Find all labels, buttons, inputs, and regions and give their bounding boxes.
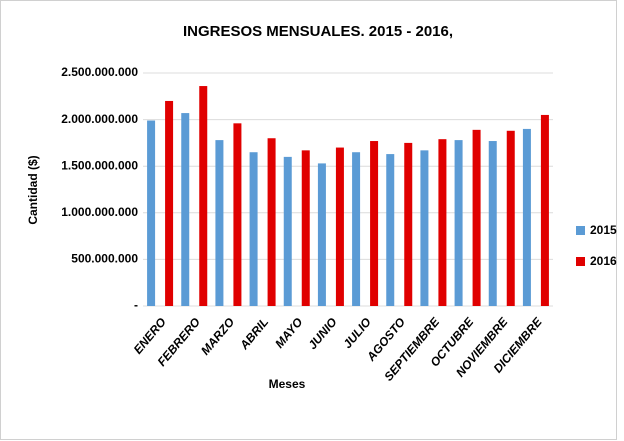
bar <box>540 114 549 306</box>
bar <box>267 138 276 306</box>
legend-swatch <box>576 226 585 235</box>
bar <box>301 150 310 306</box>
bar <box>335 147 344 306</box>
bar <box>472 129 481 306</box>
y-axis-title: Cantidad ($) <box>26 155 40 224</box>
bar <box>386 154 395 306</box>
y-tick-label: 1.500.000.000 <box>61 158 138 172</box>
bar <box>165 100 174 307</box>
bar <box>370 141 379 306</box>
bar <box>454 140 463 306</box>
bar <box>522 128 531 306</box>
bar <box>249 152 258 306</box>
bar <box>420 150 429 306</box>
bar <box>506 130 515 306</box>
chart-title: INGRESOS MENSUALES. 2015 - 2016, <box>183 23 453 40</box>
bar <box>352 152 361 306</box>
x-axis-title: Meses <box>269 377 306 391</box>
bar <box>181 113 190 307</box>
bar <box>488 141 497 306</box>
legend-label: 2016 <box>590 254 617 268</box>
bar <box>317 163 326 306</box>
y-tick-label: 1.000.000.000 <box>61 205 138 219</box>
bar <box>283 156 292 306</box>
y-tick-label: 500.000.000 <box>71 252 138 266</box>
bar <box>199 86 208 306</box>
y-tick-label: 2.500.000.000 <box>61 65 138 79</box>
legend-label: 2015 <box>590 223 617 237</box>
bar <box>215 140 224 306</box>
bar <box>233 123 242 306</box>
legend-swatch <box>576 257 585 266</box>
bar <box>404 142 413 306</box>
bar <box>147 120 156 306</box>
y-tick-label: - <box>134 298 138 312</box>
bar <box>438 139 447 306</box>
y-tick-label: 2.000.000.000 <box>61 112 138 126</box>
